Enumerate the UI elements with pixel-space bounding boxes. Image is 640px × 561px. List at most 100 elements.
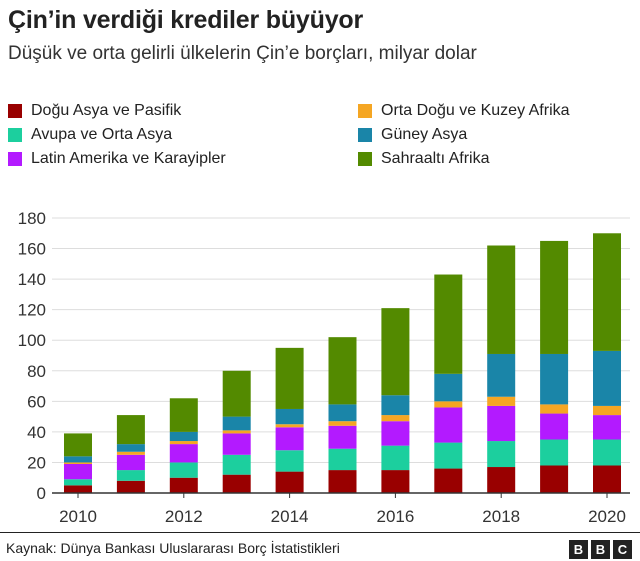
bar-segment: [434, 401, 463, 408]
bar-segment: [434, 274, 463, 374]
bar-segment: [593, 465, 621, 493]
bar-segment: [381, 445, 410, 471]
bar-segment: [434, 407, 463, 443]
bar-segment: [275, 347, 304, 409]
y-tick-label: 160: [18, 240, 46, 259]
legend-item: Orta Doğu ve Kuzey Afrika: [358, 102, 570, 120]
legend-label: Sahraaltı Afrika: [381, 150, 490, 167]
x-tick-label: 2020: [588, 507, 626, 526]
bar-segment: [222, 433, 251, 455]
bar-segment: [64, 485, 92, 493]
bbc-logo: B B C: [569, 540, 632, 559]
bar-segment: [64, 479, 92, 486]
bbc-logo-letter: C: [613, 540, 632, 559]
stacked-bar-chart: 0 20 40 60 80 100 120 140 160 180 2010 2012 2014 2016…: [18, 209, 630, 526]
legend-swatch: [358, 152, 372, 166]
bar-segment: [64, 456, 92, 463]
bar-segment: [116, 454, 145, 471]
bar-segment: [381, 415, 410, 422]
bar-segment: [328, 404, 357, 422]
chart-title: Çin’in verdiği krediler büyüyor: [8, 6, 363, 34]
bar-segment: [275, 427, 304, 451]
bar-segment: [328, 470, 357, 493]
bar-segment: [487, 396, 516, 406]
bar-segment: [275, 424, 304, 428]
bar-segment: [593, 405, 621, 416]
bar-segment: [222, 370, 251, 417]
chart-subtitle: Düşük ve orta gelirli ülkelerin Çin’e bo…: [8, 43, 477, 64]
legend-swatch: [8, 104, 22, 118]
x-tick-label: 2014: [271, 507, 309, 526]
bar-segment: [64, 462, 92, 464]
legend-label: Güney Asya: [381, 126, 468, 143]
bar-segment: [64, 463, 92, 480]
y-tick-label: 0: [37, 484, 46, 503]
bar-segment: [169, 444, 198, 463]
bar-segment: [434, 468, 463, 493]
legend-swatch: [8, 152, 22, 166]
bar-segment: [116, 415, 145, 445]
bar-segment: [487, 405, 516, 442]
bar-segment: [222, 430, 251, 434]
bar-segment: [593, 439, 621, 466]
bar-segment: [381, 395, 410, 416]
bar-segment: [116, 451, 145, 455]
bbc-logo-letter: B: [591, 540, 610, 559]
bar-segment: [487, 245, 516, 354]
bar-segment: [275, 471, 304, 493]
bar-segment: [222, 474, 251, 493]
x-tick-label: 2012: [165, 507, 203, 526]
bar-segment: [487, 353, 516, 397]
legend-item: Doğu Asya ve Pasifik: [8, 102, 181, 120]
legend-swatch: [8, 128, 22, 142]
legend-label: Doğu Asya ve Pasifik: [31, 102, 182, 119]
bar-segment: [434, 373, 463, 402]
bar-segment: [593, 233, 621, 351]
legend-item: Latin Amerika ve Karayipler: [8, 150, 226, 168]
bar-segment: [116, 480, 145, 493]
bar-segment: [64, 433, 92, 457]
bar-segment: [540, 353, 569, 405]
legend-swatch: [358, 104, 372, 118]
bar-segment: [222, 416, 251, 431]
bar-segment: [540, 404, 569, 414]
bar-segment: [593, 350, 621, 406]
bar-segment: [540, 439, 569, 466]
bar-segment: [487, 467, 516, 493]
legend-swatch: [358, 128, 372, 142]
bar-segment: [381, 421, 410, 446]
source-divider: [0, 532, 640, 533]
bar-segment: [116, 470, 145, 481]
bar-segment: [593, 415, 621, 440]
bar-segment: [328, 337, 357, 405]
bar-segment: [169, 441, 198, 445]
y-tick-label: 60: [27, 392, 46, 411]
y-tick-label: 180: [18, 209, 46, 228]
bar-segment: [540, 240, 569, 354]
y-tick-label: 100: [18, 331, 46, 350]
bar-segment: [434, 442, 463, 469]
bar-segment: [275, 408, 304, 425]
x-tick-label: 2016: [376, 507, 414, 526]
legend-item: Avupa ve Orta Asya: [8, 126, 172, 144]
bar-segment: [328, 448, 357, 471]
bar-segment: [328, 425, 357, 449]
y-tick-label: 80: [27, 362, 46, 381]
bar-segment: [328, 421, 357, 426]
source-note: Kaynak: Dünya Bankası Uluslararası Borç …: [6, 540, 340, 556]
bar-segment: [540, 465, 569, 493]
bar-segment: [169, 462, 198, 478]
bar-segment: [169, 431, 198, 442]
bar-segment: [540, 413, 569, 440]
y-tick-label: 140: [18, 270, 46, 289]
bar-segment: [116, 444, 145, 452]
y-tick-label: 120: [18, 301, 46, 320]
bar-segment: [222, 454, 251, 475]
bbc-logo-letter: B: [569, 540, 588, 559]
y-tick-label: 40: [27, 423, 46, 442]
bar-segment: [487, 441, 516, 468]
bar-segment: [381, 470, 410, 493]
legend-label: Orta Doğu ve Kuzey Afrika: [381, 102, 570, 119]
y-tick-label: 20: [27, 453, 46, 472]
legend-label: Avupa ve Orta Asya: [31, 126, 173, 143]
